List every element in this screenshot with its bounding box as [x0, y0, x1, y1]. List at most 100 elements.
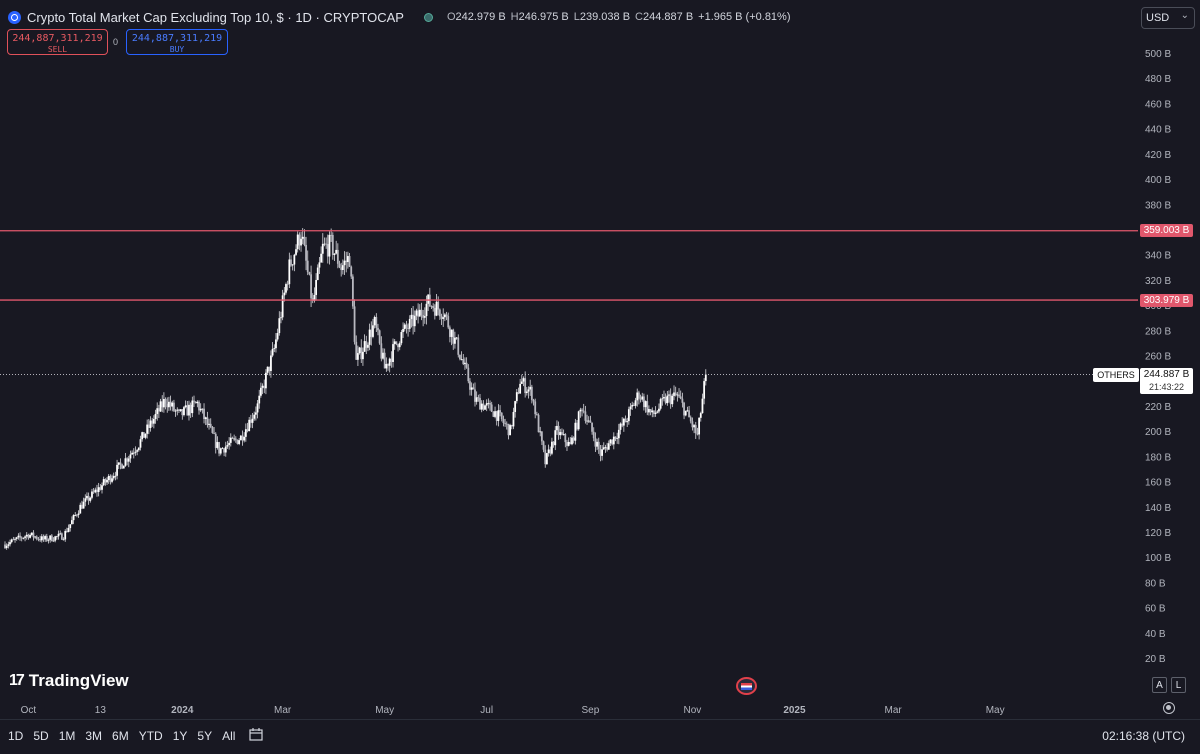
candle-body [362, 351, 364, 360]
candle-body [168, 401, 170, 408]
candle-body [378, 330, 381, 344]
currency-value: USD [1146, 12, 1170, 24]
candle-body [448, 327, 451, 337]
range-ytd[interactable]: YTD [138, 729, 163, 743]
range-1m[interactable]: 1M [58, 729, 76, 743]
brand-name: TradingView [28, 671, 129, 690]
candle-body [338, 263, 341, 268]
candle-body [258, 395, 261, 404]
candle-body [418, 309, 421, 317]
candle-body [193, 400, 195, 402]
range-1d[interactable]: 1D [8, 729, 24, 743]
candle-body [510, 425, 513, 427]
candle-body [614, 436, 617, 439]
range-3m[interactable]: 3M [85, 729, 103, 743]
candle-body [574, 422, 577, 441]
candle-body [435, 301, 438, 316]
candle-body [91, 491, 93, 498]
market-status-icon[interactable] [423, 12, 433, 22]
range-all[interactable]: All [222, 729, 236, 743]
candle-body [181, 409, 184, 416]
candle-body [122, 465, 125, 469]
candle-body [296, 234, 299, 250]
candle-body [156, 408, 159, 414]
candle-body [440, 316, 443, 319]
candle-body [569, 441, 572, 445]
candle-body [415, 310, 418, 316]
candle-body [686, 410, 689, 412]
candle-body [29, 534, 31, 538]
candle-body [432, 306, 435, 308]
range-5y[interactable]: 5Y [197, 729, 213, 743]
candle-body [517, 392, 520, 394]
candle-body [40, 536, 43, 541]
candle-body [681, 398, 684, 403]
y-tick-label: 80 B [1145, 578, 1166, 589]
candle-body [213, 432, 215, 434]
range-1y[interactable]: 1Y [172, 729, 188, 743]
sell-price: 244,887,311,219 [12, 33, 103, 44]
log-scale-button[interactable]: L [1171, 677, 1186, 693]
time-axis: Oct 13 2024 Mar May Jul Sep Nov 2025 Mar May [21, 705, 1005, 716]
candle-body [372, 325, 374, 337]
candle-body [285, 284, 287, 293]
candle-body [12, 539, 15, 541]
candle-body [470, 387, 473, 390]
candle-body [445, 314, 448, 317]
candle-body [494, 411, 496, 417]
candle-body [132, 452, 135, 454]
y-tick-label: 500 B [1145, 49, 1171, 60]
candle-body [345, 260, 348, 263]
candle-body [301, 236, 304, 239]
y-tick-label: 140 B [1145, 503, 1171, 514]
us-flag-event-icon[interactable] [736, 677, 757, 695]
buy-button[interactable]: 244,887,311,219 BUY [126, 29, 228, 55]
candle-body [684, 410, 687, 416]
sell-button[interactable]: 244,887,311,219 SELL [7, 29, 108, 55]
tradingview-mark-icon: 17 [9, 672, 25, 689]
candle-body [624, 418, 627, 423]
candle-body [405, 324, 408, 329]
candle-body [477, 397, 480, 399]
candle-body [149, 420, 152, 428]
candle-body [646, 401, 649, 413]
candle-body [634, 400, 637, 406]
candle-body [211, 426, 214, 433]
candle-body [86, 495, 88, 499]
calendar-icon[interactable] [249, 728, 263, 741]
symbol-title[interactable]: Crypto Total Market Cap Excluding Top 10… [27, 9, 404, 25]
x-tick-label: Jul [480, 705, 493, 716]
level-price-label[interactable]: 359.003 B [1140, 224, 1193, 238]
candle-body [54, 536, 57, 541]
candle-body [566, 442, 568, 446]
candle-body [353, 306, 356, 342]
candle-body [557, 425, 560, 436]
y-tick-label: 120 B [1145, 528, 1171, 539]
candle-body [499, 410, 501, 413]
tradingview-logo[interactable]: 17 TradingView [9, 671, 129, 691]
candle-body [490, 404, 493, 412]
candle-body [176, 409, 179, 411]
candle-body [586, 420, 588, 422]
candle-body [253, 414, 256, 419]
candle-body [139, 439, 142, 448]
level-price-label[interactable]: 303.979 B [1140, 293, 1193, 307]
candle-body [320, 253, 323, 263]
y-tick-label: 340 B [1145, 251, 1171, 262]
y-tick-label: 400 B [1145, 175, 1171, 186]
price-axis: 20 B 40 B 60 B 80 B 100 B 120 B 140 B 160 B 180 … [1145, 49, 1171, 665]
currency-select[interactable]: USD ⌄ [1141, 7, 1195, 29]
x-tick-label: Mar [274, 705, 292, 716]
range-6m[interactable]: 6M [112, 729, 129, 743]
candle-body [596, 441, 598, 447]
candle-body [346, 256, 349, 263]
candle-body [79, 504, 82, 514]
auto-scale-button[interactable]: A [1152, 677, 1167, 693]
candle-body [562, 434, 565, 435]
candle-body [290, 259, 292, 266]
candle-body [265, 372, 267, 389]
utc-clock[interactable]: 02:16:38 (UTC) [1102, 729, 1185, 743]
range-5d[interactable]: 5D [33, 729, 49, 743]
gear-icon[interactable] [1163, 702, 1175, 714]
